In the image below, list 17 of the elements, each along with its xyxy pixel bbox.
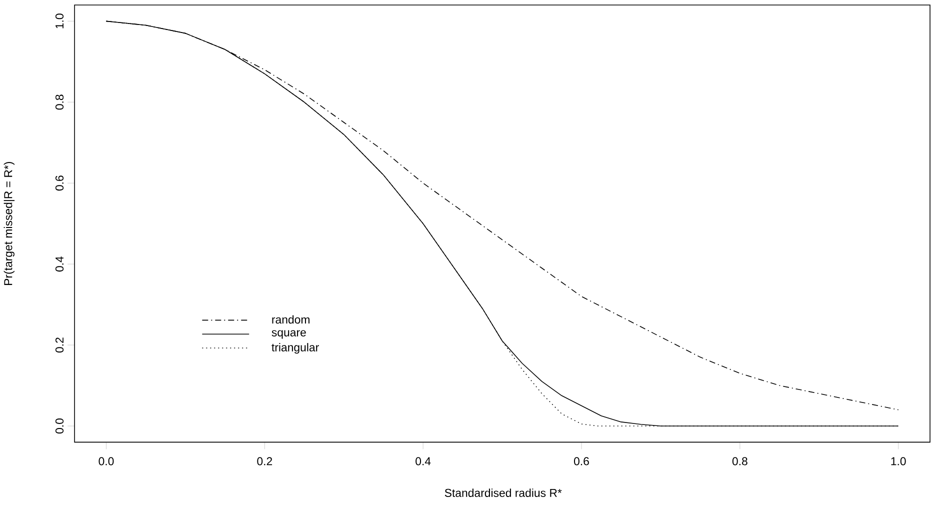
legend-label: square [272,330,306,339]
y-axis-title: Pr(target missed|R = R*) [4,162,15,285]
legend-label: triangular [272,343,319,354]
y-tick-label: 0.2 [55,338,64,352]
y-tick-label: 0.4 [55,256,64,272]
x-tick-label: 0.4 [416,457,431,466]
y-tick-label: 0.8 [55,94,64,110]
legend-label: random [272,315,310,324]
y-tick-label: 0.0 [55,418,64,434]
x-tick-label: 0.8 [732,457,748,466]
y-tick-label: 1.0 [55,14,64,28]
x-tick-label: 0.2 [257,457,272,466]
x-tick-label: 0.6 [574,457,589,466]
x-tick-label: 1.0 [891,457,906,466]
x-axis-title: Standardised radius R* [444,488,562,497]
x-tick-label: 0.0 [98,457,114,466]
y-tick-label: 0.6 [55,176,64,191]
